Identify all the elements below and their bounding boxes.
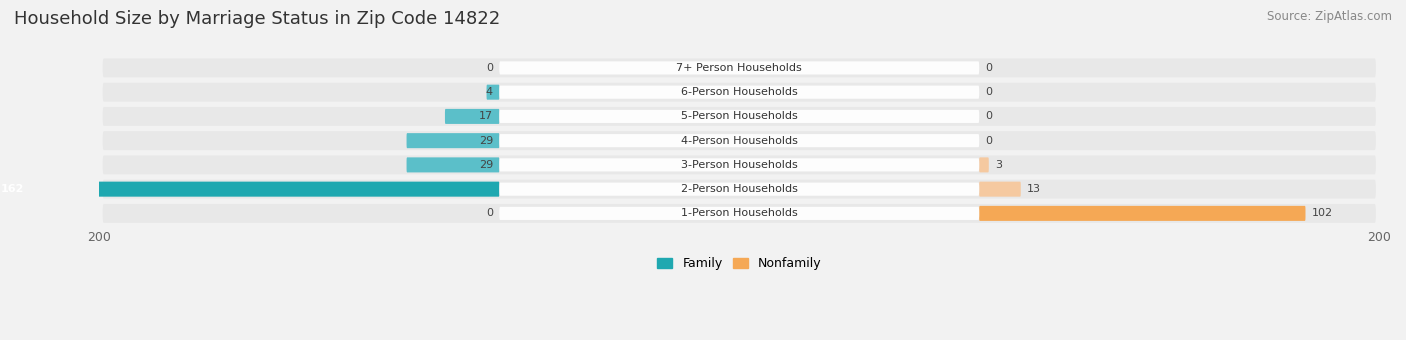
Text: 17: 17 xyxy=(479,112,494,121)
FancyBboxPatch shape xyxy=(406,133,499,148)
Text: 0: 0 xyxy=(986,63,993,73)
Text: 0: 0 xyxy=(986,136,993,146)
FancyBboxPatch shape xyxy=(103,58,1376,78)
FancyBboxPatch shape xyxy=(406,157,499,172)
FancyBboxPatch shape xyxy=(103,131,1376,150)
Text: 29: 29 xyxy=(478,160,494,170)
FancyBboxPatch shape xyxy=(103,83,1376,102)
FancyBboxPatch shape xyxy=(103,155,1376,174)
Text: Household Size by Marriage Status in Zip Code 14822: Household Size by Marriage Status in Zip… xyxy=(14,10,501,28)
Text: 0: 0 xyxy=(486,63,494,73)
Text: 7+ Person Households: 7+ Person Households xyxy=(676,63,803,73)
FancyBboxPatch shape xyxy=(0,182,499,197)
FancyBboxPatch shape xyxy=(499,134,979,147)
FancyBboxPatch shape xyxy=(979,206,1306,221)
FancyBboxPatch shape xyxy=(499,207,979,220)
FancyBboxPatch shape xyxy=(444,109,499,124)
Text: 1-Person Households: 1-Person Households xyxy=(681,208,797,218)
FancyBboxPatch shape xyxy=(499,183,979,196)
Text: 4-Person Households: 4-Person Households xyxy=(681,136,797,146)
Text: 5-Person Households: 5-Person Households xyxy=(681,112,797,121)
FancyBboxPatch shape xyxy=(979,182,1021,197)
Text: 4: 4 xyxy=(486,87,494,97)
FancyBboxPatch shape xyxy=(103,107,1376,126)
Text: 102: 102 xyxy=(1312,208,1333,218)
FancyBboxPatch shape xyxy=(103,204,1376,223)
FancyBboxPatch shape xyxy=(103,180,1376,199)
FancyBboxPatch shape xyxy=(979,157,988,172)
FancyBboxPatch shape xyxy=(499,110,979,123)
FancyBboxPatch shape xyxy=(499,86,979,99)
Text: 3: 3 xyxy=(995,160,1002,170)
Text: 0: 0 xyxy=(486,208,494,218)
FancyBboxPatch shape xyxy=(499,158,979,171)
Text: 29: 29 xyxy=(478,136,494,146)
Text: 0: 0 xyxy=(986,87,993,97)
Text: 162: 162 xyxy=(0,184,24,194)
FancyBboxPatch shape xyxy=(486,85,499,100)
Text: 3-Person Households: 3-Person Households xyxy=(681,160,797,170)
Text: Source: ZipAtlas.com: Source: ZipAtlas.com xyxy=(1267,10,1392,23)
Text: 0: 0 xyxy=(986,112,993,121)
FancyBboxPatch shape xyxy=(499,62,979,74)
Text: 13: 13 xyxy=(1028,184,1042,194)
Text: 6-Person Households: 6-Person Households xyxy=(681,87,797,97)
Legend: Family, Nonfamily: Family, Nonfamily xyxy=(658,257,821,270)
Text: 2-Person Households: 2-Person Households xyxy=(681,184,797,194)
